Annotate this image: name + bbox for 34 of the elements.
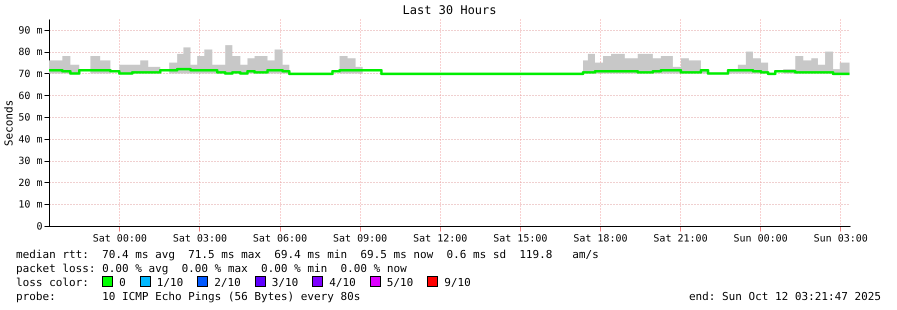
y-tick-label: 10 m bbox=[18, 200, 42, 211]
x-tick-label: Sat 00:00 bbox=[92, 234, 147, 244]
y-tick-label: 30 m bbox=[18, 156, 42, 168]
x-tick-label: Sun 00:00 bbox=[734, 234, 788, 244]
y-tick-label: 40 m bbox=[18, 134, 42, 146]
text: 2/10 bbox=[214, 276, 241, 289]
text: 1/10 bbox=[156, 276, 184, 289]
text: 5/10 bbox=[386, 276, 414, 289]
x-tick-label: Sat 03:00 bbox=[172, 234, 228, 244]
x-tick-label: Sat 12:00 bbox=[413, 234, 468, 244]
y-tick-label: 50 m bbox=[18, 112, 42, 124]
text: 0 bbox=[119, 276, 126, 289]
chart-title: Last 30 Hours bbox=[402, 3, 496, 17]
x-tick-label: Sat 21:00 bbox=[653, 234, 708, 244]
text: end: Sun Oct 12 03:21:47 2025 bbox=[688, 290, 881, 303]
text: 4/10 bbox=[329, 276, 356, 289]
text: 9/10 bbox=[444, 276, 471, 289]
y-tick-label: 80 m bbox=[18, 47, 42, 58]
y-axis-title: Seconds bbox=[2, 100, 16, 146]
y-tick-label: 20 m bbox=[18, 178, 42, 189]
y-tick-label: 90 m bbox=[18, 25, 42, 36]
text: 3/10 bbox=[272, 276, 298, 289]
text: loss color: bbox=[16, 276, 90, 289]
text: probe: 10 ICMP Echo Pings (56 Bytes) every 80s bbox=[16, 290, 360, 303]
text: packet loss: 0.00 % avg 0.00 % max 0.00 % min 0.00 % now bbox=[16, 262, 407, 275]
x-tick-label: Sat 15:00 bbox=[493, 234, 548, 244]
x-tick-label: Sat 06:00 bbox=[252, 234, 308, 244]
x-tick-label: Sat 18:00 bbox=[573, 234, 628, 244]
x-tick-label: Sun 03:00 bbox=[814, 234, 868, 244]
x-tick-label: Sat 09:00 bbox=[333, 234, 388, 244]
y-tick-label: 60 m bbox=[18, 90, 42, 102]
y-tick-label: 70 m bbox=[18, 68, 42, 80]
text: median rtt: 70.4 ms avg 71.5 ms max 69.4 ms min 69.5 ms now 0.6 ms sd 119.8 am/s bbox=[16, 248, 599, 261]
y-tick-label: 0 bbox=[36, 222, 42, 232]
